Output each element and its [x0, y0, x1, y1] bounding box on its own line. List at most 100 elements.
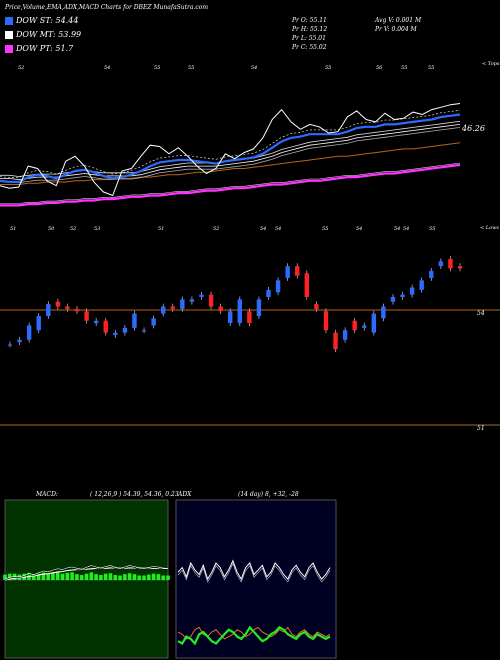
macd-values: ( 12,26,9 ) 54.39, 54.36, 0.23: [90, 491, 179, 498]
candle-body: [74, 308, 80, 312]
legend-dow-pt-label: DOW PT: 51.7: [16, 44, 74, 53]
candle-body: [93, 320, 99, 324]
macd-histogram-bar: [113, 575, 118, 580]
candle-body: [189, 299, 195, 302]
candle-body: [285, 266, 290, 278]
macd-histogram-bar: [166, 575, 170, 580]
info-low: Pr L: 55.01: [292, 35, 326, 42]
candle-body: [247, 311, 252, 324]
macd-histogram-bar: [99, 575, 103, 580]
legend-dow-mt: DOW MT: 53.99: [5, 30, 81, 39]
adx-group: [177, 559, 331, 646]
macd-histogram-bar: [108, 573, 113, 580]
candle-body: [208, 294, 214, 307]
macd-line: [4, 565, 169, 580]
info-avg-volume: Avg V: 0.001 M: [375, 17, 422, 24]
level-51-label: 51: [477, 425, 485, 432]
macd-histogram-bar: [127, 573, 132, 580]
low-tick-label: 55: [322, 226, 328, 232]
candle-body: [141, 330, 147, 332]
candle-body: [295, 266, 300, 276]
ema-long-line: [0, 142, 461, 185]
low-tick-label: 54: [403, 226, 409, 232]
macd-histogram-bar: [89, 572, 94, 580]
legend-swatch-pt: [5, 45, 13, 53]
legend-dow-st-label: DOW ST: 54.44: [16, 16, 79, 25]
candle-body: [170, 306, 175, 309]
legend-dow-mt-label: DOW MT: 53.99: [16, 30, 82, 39]
candle-body: [409, 287, 415, 295]
low-tick-label: 54: [356, 226, 362, 232]
top-tick-label: 55: [428, 65, 434, 71]
macd-histogram-bar: [94, 574, 98, 580]
ema-short-dashed-line: [0, 109, 461, 178]
candle-body: [275, 280, 281, 293]
low-tick-label: 54: [275, 226, 281, 232]
ema-pt-line: [0, 162, 461, 204]
top-tick-label: 55: [154, 65, 160, 71]
low-tick-label: 51: [158, 226, 164, 232]
macd-histogram-bar: [151, 573, 156, 580]
top-tick-label: 55: [401, 65, 407, 71]
top-tick-label: 54: [251, 65, 257, 71]
low-tick-label: 54: [260, 226, 266, 232]
legend-swatch-st: [5, 17, 13, 25]
macd-histogram-bar: [65, 572, 70, 580]
lows-labels-group: 51 50 52 53 51 52 54 54 55 54 54 54 55: [10, 226, 435, 232]
macd-histogram-bar: [137, 575, 142, 580]
macd-histogram-bar: [70, 572, 74, 580]
legend-swatch-mt: [5, 31, 13, 39]
candle-body: [362, 325, 367, 328]
legend-dow-pt: DOW PT: 51.7: [5, 44, 73, 53]
candle-body: [304, 273, 310, 297]
low-tick-label: 52: [213, 226, 219, 232]
low-tick-label: 52: [70, 226, 76, 232]
top-tick-label: 55: [188, 65, 194, 71]
macd-group: [3, 565, 170, 581]
macd-histogram-bar: [46, 573, 50, 580]
candle-body: [314, 304, 319, 309]
minus-di-line: [177, 626, 331, 640]
top-tick-label: 52: [18, 65, 24, 71]
candle-body: [7, 344, 13, 346]
candle-body: [151, 318, 156, 326]
top-labels-group: 52 54 55 55 54 55 56 55 55: [18, 65, 434, 71]
candle-body: [429, 270, 434, 278]
info-open: Pr O: 55.11: [292, 17, 327, 24]
candle-body: [113, 332, 118, 335]
macd-histogram-bar: [161, 575, 166, 580]
ema-short-line: [0, 113, 461, 184]
macd-histogram-bar: [31, 574, 36, 580]
macd-histogram-bar: [7, 573, 12, 580]
low-tick-label: 54: [394, 226, 400, 232]
top-tick-label: 56: [376, 65, 383, 71]
top-tick-label: 55: [325, 65, 331, 71]
macd-histogram-bar: [123, 574, 127, 580]
macd-histogram-bar: [147, 574, 151, 580]
adx-label: ADX: [177, 491, 192, 498]
candle-body: [323, 311, 329, 331]
macd-histogram-bar: [132, 574, 137, 580]
low-tick-label: 55: [429, 226, 435, 232]
macd-histogram-bar: [3, 574, 7, 580]
info-prev-volume: Pr V: 0.004 M: [375, 26, 417, 33]
macd-histogram-bar: [118, 575, 122, 580]
ema-lines-group: [0, 103, 461, 207]
candle-body: [103, 320, 108, 333]
candle-body: [160, 306, 166, 314]
candle-body: [438, 261, 444, 267]
macd-histogram-bar: [156, 574, 161, 580]
candle-body: [457, 266, 463, 269]
ema-mid-line: [0, 124, 461, 181]
adx-line: [177, 559, 331, 581]
low-tick-label: 50: [48, 226, 55, 232]
macd-label: MACD:: [35, 491, 58, 498]
macd-histogram-bar: [79, 575, 84, 580]
info-close: Pr C: 55.02: [292, 44, 327, 51]
macd-histogram-bar: [12, 573, 17, 580]
candle-body: [390, 297, 396, 302]
macd-histogram-bar: [84, 573, 89, 580]
low-tick-label: 53: [94, 226, 100, 232]
candle-body: [400, 294, 405, 297]
